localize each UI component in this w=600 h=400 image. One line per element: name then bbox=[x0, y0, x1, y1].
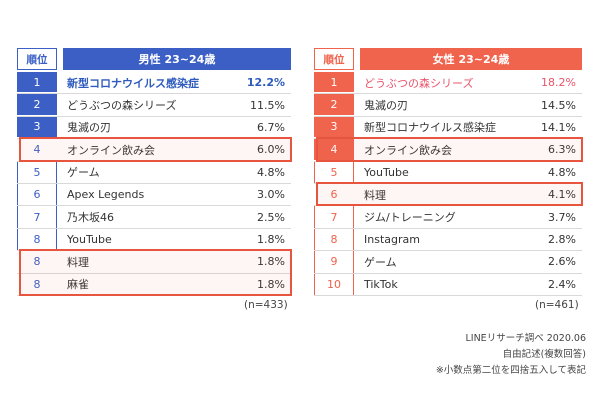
male-row-6: 6 Apex Legends 3.0% bbox=[17, 183, 291, 207]
rank-cell: 8 bbox=[314, 228, 354, 251]
female-header-row: 順位 女性 23~24歳 bbox=[314, 48, 582, 70]
item-name: どうぶつの森シリーズ bbox=[364, 76, 474, 90]
item-percent: 1.8% bbox=[257, 255, 285, 269]
item-name: 新型コロナウイルス感染症 bbox=[67, 76, 199, 90]
male-row-10: 8 麻雀 1.8% bbox=[17, 273, 291, 296]
item-percent: 4.1% bbox=[548, 188, 576, 202]
rank-cell: 6 bbox=[17, 183, 57, 206]
rank-cell: 9 bbox=[314, 251, 354, 273]
female-row-8: 8 Instagram 2.8% bbox=[314, 228, 582, 252]
female-row-3: 3 新型コロナウイルス感染症 14.1% bbox=[314, 116, 582, 140]
rank-cell: 1 bbox=[314, 72, 354, 94]
item-percent: 11.5% bbox=[250, 98, 285, 112]
female-sample-size: (n=461) bbox=[535, 299, 579, 311]
item-name: 乃木坂46 bbox=[67, 211, 114, 225]
item-name: TikTok bbox=[364, 277, 398, 291]
rank-cell: 3 bbox=[17, 116, 57, 139]
rank-cell: 5 bbox=[314, 161, 354, 183]
male-header-rank: 順位 bbox=[17, 48, 57, 70]
female-row-9: 9 ゲーム 2.6% bbox=[314, 251, 582, 274]
female-row-6: 6 料理 4.1% bbox=[314, 183, 582, 207]
item-name: YouTube bbox=[364, 165, 409, 179]
item-name: どうぶつの森シリーズ bbox=[67, 99, 177, 113]
item-name: 新型コロナウイルス感染症 bbox=[364, 121, 496, 135]
rounding-note: ※小数点第二位を四捨五入して表記 bbox=[435, 365, 586, 376]
rank-cell: 5 bbox=[17, 161, 57, 183]
item-percent: 2.5% bbox=[257, 210, 285, 224]
rank-cell: 4 bbox=[17, 139, 57, 161]
rank-cell: 3 bbox=[314, 116, 354, 139]
rank-cell: 6 bbox=[314, 183, 354, 206]
male-row-3: 3 鬼滅の刃 6.7% bbox=[17, 116, 291, 140]
item-percent: 14.5% bbox=[541, 98, 576, 112]
male-row-5: 5 ゲーム 4.8% bbox=[17, 161, 291, 184]
item-name: 料理 bbox=[67, 255, 89, 269]
female-row-2: 2 鬼滅の刃 14.5% bbox=[314, 94, 582, 117]
item-percent: 2.8% bbox=[548, 232, 576, 246]
rank-cell: 10 bbox=[314, 273, 354, 295]
male-header-row: 順位 男性 23~24歳 bbox=[17, 48, 291, 70]
item-percent: 3.0% bbox=[257, 188, 285, 202]
item-percent: 6.3% bbox=[548, 143, 576, 157]
item-percent: 12.2% bbox=[246, 76, 285, 90]
male-header-title: 男性 23~24歳 bbox=[63, 48, 291, 70]
item-name: YouTube bbox=[67, 232, 112, 246]
source-line: LINEリサーチ調べ 2020.06 bbox=[465, 333, 586, 344]
item-name: オンライン飲み会 bbox=[67, 143, 155, 157]
rank-cell: 8 bbox=[17, 273, 57, 295]
item-percent: 3.7% bbox=[548, 210, 576, 224]
item-percent: 4.8% bbox=[257, 165, 285, 179]
female-row-1: 1 どうぶつの森シリーズ 18.2% bbox=[314, 72, 582, 95]
female-ranking-table: 順位 女性 23~24歳 1 どうぶつの森シリーズ 18.2% 2 鬼滅の刃 1… bbox=[314, 48, 582, 296]
item-name: 鬼滅の刃 bbox=[364, 99, 408, 113]
item-percent: 2.4% bbox=[548, 277, 576, 291]
source-notes: LINEリサーチ調べ 2020.06 自由記述(複数回答) ※小数点第二位を四捨… bbox=[436, 331, 586, 379]
male-row-4: 4 オンライン飲み会 6.0% bbox=[17, 139, 291, 162]
male-row-7: 7 乃木坂46 2.5% bbox=[17, 206, 291, 229]
female-row-7: 7 ジム/トレーニング 3.7% bbox=[314, 206, 582, 229]
item-percent: 18.2% bbox=[541, 76, 576, 90]
male-ranking-table: 順位 男性 23~24歳 1 新型コロナウイルス感染症 12.2% 2 どうぶつ… bbox=[17, 48, 291, 296]
rank-cell: 7 bbox=[17, 206, 57, 228]
item-name: Apex Legends bbox=[67, 188, 145, 202]
rank-cell: 2 bbox=[17, 94, 57, 116]
item-percent: 6.7% bbox=[257, 120, 285, 134]
male-row-8: 8 YouTube 1.8% bbox=[17, 228, 291, 252]
rank-cell: 2 bbox=[314, 94, 354, 116]
item-name: 鬼滅の刃 bbox=[67, 121, 111, 135]
male-sample-size: (n=433) bbox=[244, 299, 288, 311]
female-row-5: 5 YouTube 4.8% bbox=[314, 161, 582, 184]
female-header-title: 女性 23~24歳 bbox=[360, 48, 582, 70]
female-row-10: 10 TikTok 2.4% bbox=[314, 273, 582, 296]
rank-cell: 8 bbox=[17, 228, 57, 251]
female-row-4: 4 オンライン飲み会 6.3% bbox=[314, 139, 582, 162]
item-name: 料理 bbox=[364, 188, 386, 202]
item-percent: 2.6% bbox=[548, 255, 576, 269]
rank-cell: 7 bbox=[314, 206, 354, 228]
item-percent: 1.8% bbox=[257, 277, 285, 291]
rank-cell: 1 bbox=[17, 72, 57, 94]
item-percent: 14.1% bbox=[541, 120, 576, 134]
method-line: 自由記述(複数回答) bbox=[502, 349, 586, 360]
item-percent: 4.8% bbox=[548, 165, 576, 179]
male-row-1: 1 新型コロナウイルス感染症 12.2% bbox=[17, 72, 291, 95]
item-name: ゲーム bbox=[67, 166, 100, 180]
rank-cell: 8 bbox=[17, 251, 57, 273]
male-row-2: 2 どうぶつの森シリーズ 11.5% bbox=[17, 94, 291, 117]
item-percent: 1.8% bbox=[257, 232, 285, 246]
item-name: ジム/トレーニング bbox=[364, 211, 456, 225]
item-name: オンライン飲み会 bbox=[364, 143, 452, 157]
item-name: 麻雀 bbox=[67, 278, 89, 292]
female-header-rank: 順位 bbox=[314, 48, 354, 70]
item-percent: 6.0% bbox=[257, 143, 285, 157]
item-name: Instagram bbox=[364, 232, 420, 246]
item-name: ゲーム bbox=[364, 255, 397, 269]
male-row-9: 8 料理 1.8% bbox=[17, 251, 291, 274]
rank-cell: 4 bbox=[314, 139, 354, 161]
